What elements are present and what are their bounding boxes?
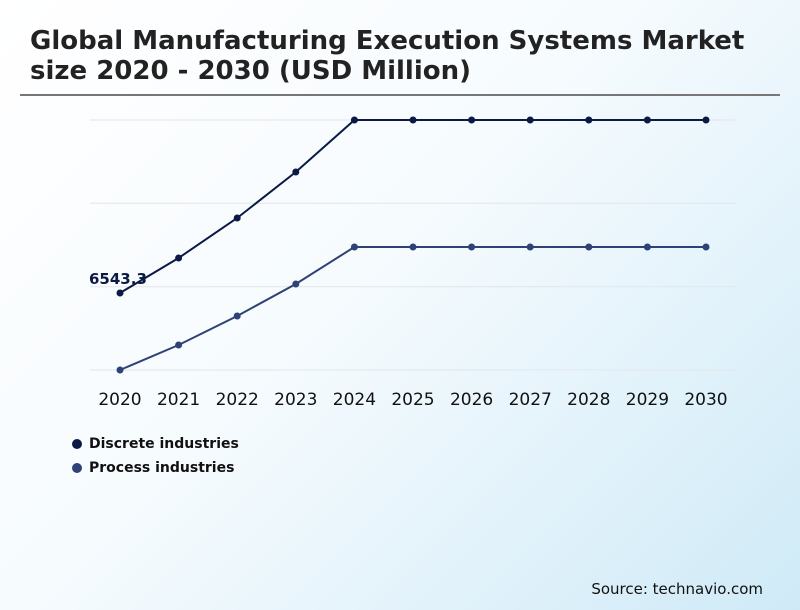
data-point — [233, 214, 241, 222]
source-note: Source: technavio.com — [591, 580, 763, 598]
legend-label: Discrete industries — [89, 436, 239, 452]
data-point — [585, 116, 593, 124]
data-point — [116, 366, 124, 374]
data-point — [350, 243, 358, 251]
data-point — [702, 116, 710, 124]
data-point — [643, 116, 651, 124]
data-point — [526, 116, 534, 124]
x-tick-label: 2022 — [216, 390, 259, 410]
data-point — [468, 243, 476, 251]
x-tick-label: 2025 — [391, 390, 434, 410]
data-label: 6543.3 — [89, 270, 147, 288]
legend-item-discrete: Discrete industries — [72, 436, 239, 452]
data-point — [409, 116, 417, 124]
x-tick-label: 2021 — [157, 390, 200, 410]
data-point — [175, 254, 183, 262]
x-tick-label: 2027 — [509, 390, 552, 410]
legend-item-process: Process industries — [72, 460, 234, 476]
data-point — [292, 168, 300, 176]
x-tick-label: 2024 — [333, 390, 376, 410]
series-line-0 — [119, 119, 706, 294]
chart-title: Global Manufacturing Execution Systems M… — [30, 26, 745, 86]
data-point — [643, 243, 651, 251]
data-point — [175, 341, 183, 349]
x-tick-label: 2029 — [626, 390, 669, 410]
data-point — [350, 116, 358, 124]
series-line-1 — [119, 246, 706, 371]
data-point — [702, 243, 710, 251]
x-tick-label: 2023 — [274, 390, 317, 410]
data-point — [526, 243, 534, 251]
title-divider — [20, 94, 780, 96]
data-point — [233, 312, 241, 320]
data-point — [468, 116, 476, 124]
x-tick-label: 2020 — [98, 390, 141, 410]
x-tick-label: 2026 — [450, 390, 493, 410]
legend-label: Process industries — [89, 460, 235, 476]
data-point — [116, 289, 124, 297]
x-tick-label: 2028 — [567, 390, 610, 410]
data-point — [292, 280, 300, 288]
legend-marker-icon — [72, 439, 82, 449]
data-point — [585, 243, 593, 251]
legend-marker-icon — [72, 463, 82, 473]
x-tick-label: 2030 — [684, 390, 727, 410]
data-point — [409, 243, 417, 251]
